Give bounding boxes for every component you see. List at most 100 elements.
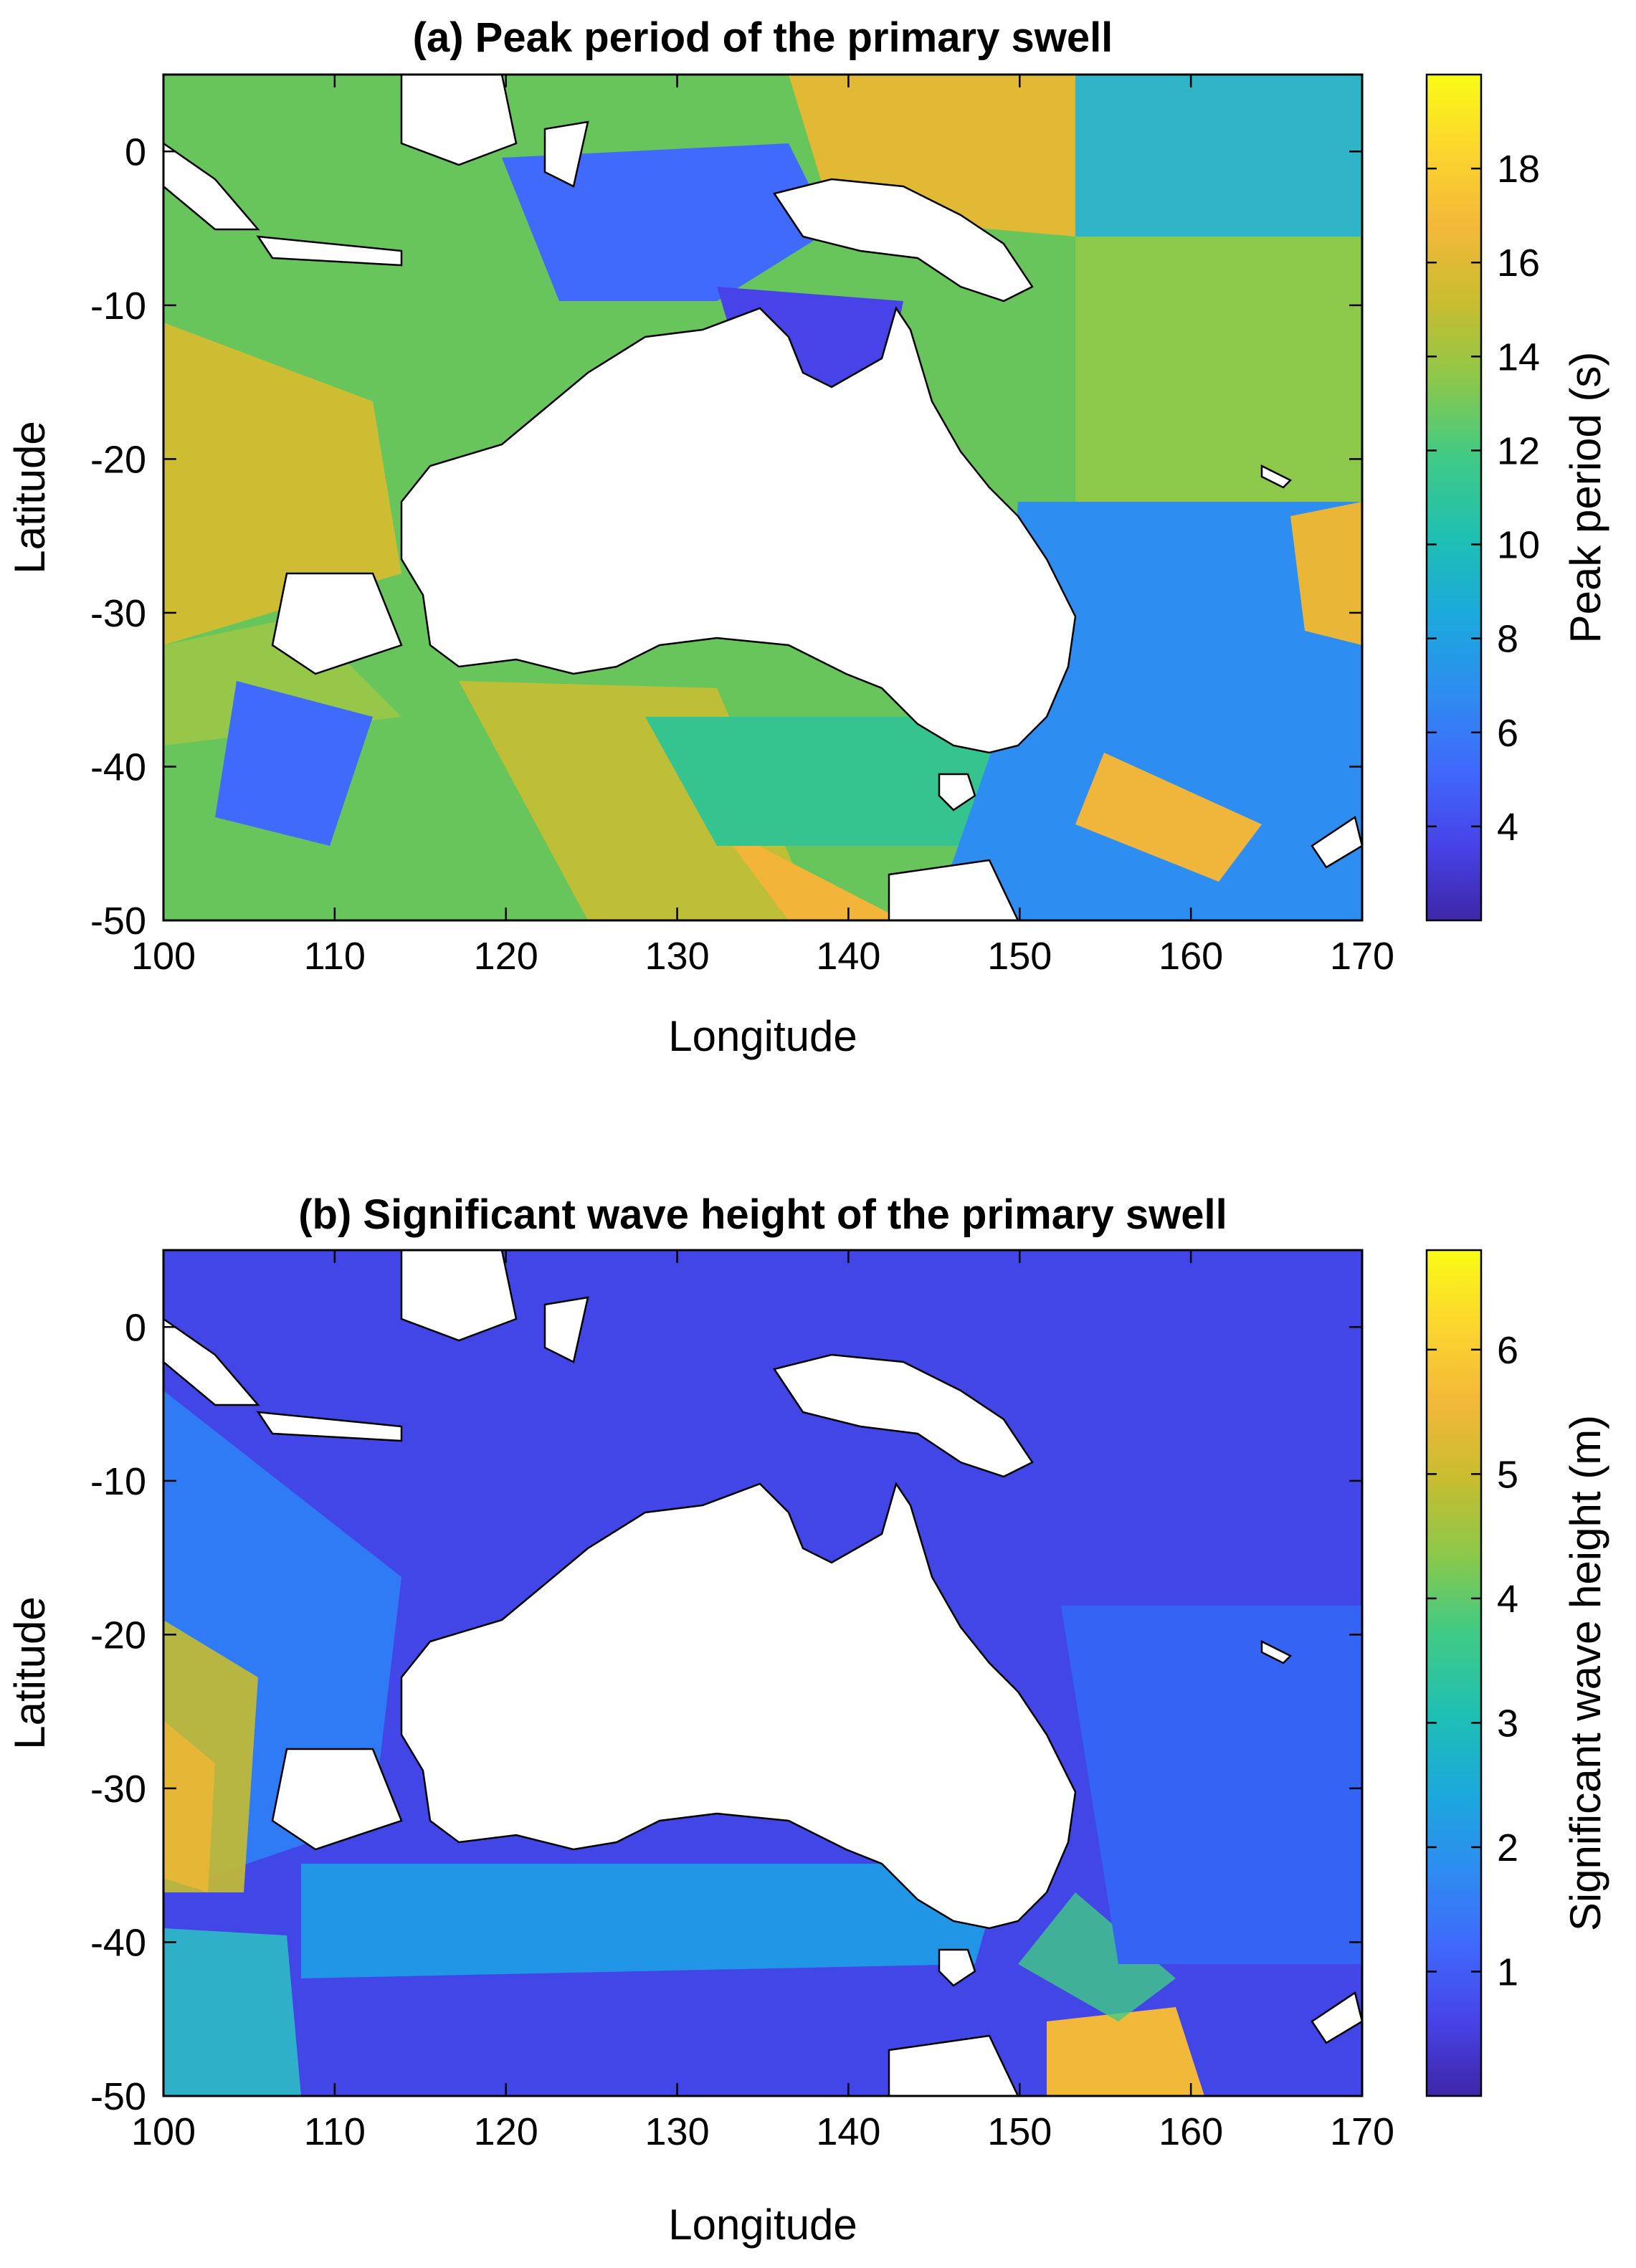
map-b-field [163,1250,1362,2096]
chart-b-ylabel: Latitude [6,1596,54,1750]
panel-a-svg: (a) Peak period of the primary swell [6,14,1609,1060]
axes-a: 100 110 120 130 140 150 160 170 0 -10 -20 -30 -40 -50 [90,75,1394,978]
land-a [163,75,1362,920]
x-tick-label: 150 [987,2110,1052,2153]
land-b [163,1250,1362,2096]
java-a [256,235,403,267]
x-tick-label: 150 [987,935,1052,978]
x-tick-label: 130 [645,2110,710,2153]
new-caledonia-b [1260,1639,1293,1664]
x-tick-label: 140 [816,2110,880,2153]
colorbar-b-ticks: 1 2 3 4 5 6 [1427,1329,1518,1993]
y-tick-label: -20 [90,1614,146,1657]
colorbar-tick-label: 16 [1497,242,1540,285]
new-guinea-b [772,1353,1034,1478]
x-tick-label: 110 [304,2110,366,2153]
y-tick-label: -10 [90,1460,146,1503]
y-tick-label: -40 [90,1921,146,1964]
region-b-south-swell [1047,2007,1204,2096]
x-tick-label: 120 [474,935,538,978]
region-b-southern [301,1864,1004,1978]
chart-b-title: (b) Significant wave height of the prima… [298,1191,1227,1238]
y-tick-label: -40 [90,745,146,788]
nz-south-a [1311,815,1362,869]
chart-a-xlabel: Longitude [668,1012,857,1060]
south-sea-ice-b [888,2034,1019,2096]
colorbar-a-label: Peak period (s) [1561,352,1609,644]
colorbar-tick-label: 3 [1497,1702,1518,1745]
sulawesi-a [543,120,589,188]
x-tick-label: 110 [304,935,366,978]
tasmania-b [938,1948,976,1987]
x-tick-label: 160 [1159,935,1223,978]
tasmania-a [938,773,976,811]
region-b-west-peak [163,1720,215,1892]
x-tick-label: 140 [816,935,880,978]
colorbar-tick-label: 8 [1497,618,1518,661]
x-tick-label: 100 [131,2110,196,2153]
sumatra-b [163,1318,260,1406]
panel-b-svg: (b) Significant wave height of the prima… [6,1191,1609,2249]
sumatra-a [163,142,260,231]
nz-south-b [1311,1991,1362,2044]
region-b-south-green [1018,1892,1176,2021]
colorbar-tick-label: 4 [1497,806,1518,849]
region-a-indo-seas [502,143,832,301]
chart-b-xlabel: Longitude [668,2201,857,2249]
y-tick-label: -50 [90,2075,146,2118]
x-tick-label: 170 [1330,2110,1394,2153]
y-tick-label: -50 [90,900,146,943]
region-a-indian-swell [163,323,401,645]
y-tick-label: -10 [90,285,146,328]
java-b [256,1411,403,1442]
region-b-sw [163,1928,301,2096]
australia-b [400,1482,1077,1930]
x-tick-label: 160 [1159,2110,1223,2153]
colorbar-b [1425,1249,1483,2097]
region-a-pacific-north [1075,75,1362,237]
map-a-field [163,75,1362,920]
region-a-coral-sea [1075,237,1362,502]
colorbar-b-label: Significant wave height (m) [1561,1415,1609,1931]
y-tick-label: 0 [125,130,146,173]
plot-b-frame [162,1249,1364,2097]
australia-a [400,306,1077,754]
x-tick-label: 130 [645,935,710,978]
region-a-tasman-swell [1075,753,1262,882]
region-a-south-band-2 [717,824,903,920]
plot-a-frame [162,73,1364,922]
y-tick-label: -30 [90,592,146,635]
x-tick-label: 120 [474,2110,538,2153]
colorbar-tick-label: 1 [1497,1950,1518,1993]
colorbar-a [1425,73,1483,922]
x-tick-label: 170 [1330,935,1394,978]
chart-a-title: (a) Peak period of the primary swell [413,14,1113,61]
sw-sea-ice-a [271,572,403,675]
colorbar-tick-label: 4 [1497,1578,1518,1621]
colorbar-tick-label: 6 [1497,1329,1518,1372]
axes-b: 100 110 120 130 140 150 160 170 0 -10 -20 -30 -40 -50 [90,1250,1394,2153]
colorbar-tick-label: 14 [1497,335,1540,378]
sw-sea-ice-b [271,1748,403,1851]
borneo-b [400,1250,518,1342]
x-tick-label: 100 [131,935,196,978]
colorbar-tick-label: 12 [1497,429,1540,472]
sulawesi-b [543,1296,589,1363]
new-guinea-a [772,178,1034,302]
y-tick-label: -20 [90,438,146,481]
south-sea-ice-a [888,859,1019,920]
region-a-sw-patch [215,681,373,846]
region-a-east-swell [1290,502,1362,645]
region-b-tasman [1061,1606,1362,1964]
colorbar-a-ticks: 4 6 8 10 12 14 16 18 [1427,148,1540,849]
chart-a-ylabel: Latitude [6,421,54,574]
y-tick-label: -30 [90,1768,146,1811]
y-tick-label: 0 [125,1306,146,1349]
panel-a-peak-period: (a) Peak period of the primary swell [0,0,1636,1090]
panel-b-wave-height: (b) Significant wave height of the prima… [0,1176,1636,2268]
region-a-bight [645,717,1032,846]
colorbar-tick-label: 2 [1497,1826,1518,1869]
colorbar-tick-label: 18 [1497,148,1540,191]
borneo-a [400,75,518,166]
new-caledonia-a [1260,464,1293,489]
